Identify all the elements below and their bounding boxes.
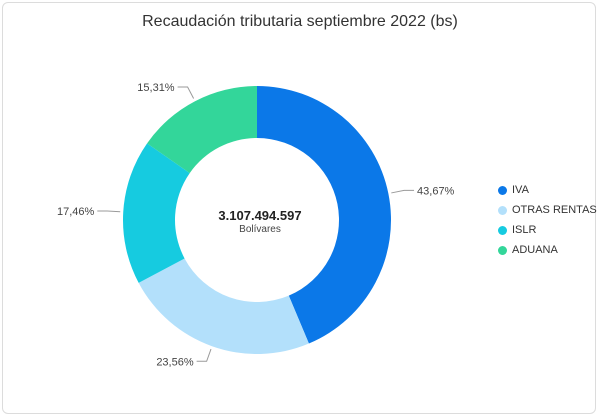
legend-item-aduana[interactable]: ADUANA	[498, 240, 597, 260]
chart-title: Recaudación tributaria septiembre 2022 (…	[142, 13, 458, 30]
donut-slice-islr[interactable]	[123, 143, 190, 283]
leader-line	[196, 348, 212, 362]
legend-label: ISLR	[512, 224, 537, 236]
data-label: 43,67%	[417, 185, 455, 197]
legend-item-iva[interactable]: IVA	[498, 180, 597, 200]
center-total-value: 3.107.494.597	[218, 208, 302, 223]
data-label: 15,31%	[137, 82, 175, 94]
legend-marker	[498, 185, 507, 195]
legend-item-otras-rentas[interactable]: OTRAS RENTAS	[498, 200, 597, 220]
center-total-label: Bolívares	[239, 224, 281, 235]
leader-line	[391, 189, 415, 194]
chart-legend: IVA OTRAS RENTAS ISLR ADUANA	[498, 180, 597, 260]
legend-label: IVA	[512, 184, 529, 196]
donut-slice-otras-rentas[interactable]	[138, 258, 309, 354]
legend-marker	[498, 245, 507, 255]
legend-marker	[498, 205, 507, 215]
donut-slice-iva[interactable]	[257, 86, 391, 344]
legend-marker	[498, 225, 507, 235]
donut-slice-aduana[interactable]	[147, 86, 257, 174]
legend-label: ADUANA	[512, 244, 558, 256]
leader-line	[177, 86, 195, 99]
leader-line	[97, 210, 121, 213]
data-label: 23,56%	[156, 356, 194, 368]
legend-item-islr[interactable]: ISLR	[498, 220, 597, 240]
data-label: 17,46%	[57, 206, 95, 218]
legend-label: OTRAS RENTAS	[512, 204, 597, 216]
